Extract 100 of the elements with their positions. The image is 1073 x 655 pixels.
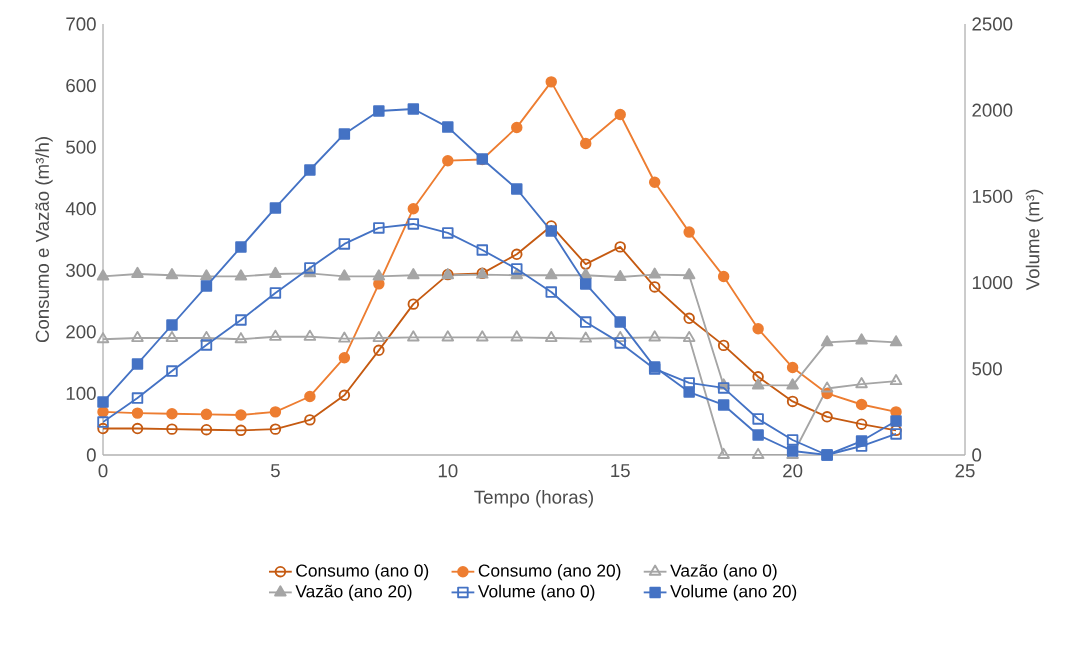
point (304, 414, 316, 426)
point (407, 103, 420, 115)
point (579, 137, 592, 150)
point (373, 222, 385, 234)
legend-label: Vazão (ano 20) (295, 584, 412, 601)
point (820, 335, 834, 347)
point (511, 263, 523, 275)
point (407, 218, 420, 230)
y-axis-title: Consumo e Vazão (m³/h) (35, 137, 53, 343)
point (752, 371, 764, 383)
point (752, 413, 764, 425)
y-tick-label: 200 (66, 325, 96, 339)
point (752, 323, 764, 335)
point (614, 337, 626, 349)
y2-tick-label: 1500 (972, 189, 1013, 203)
point (510, 330, 524, 342)
x-tick-label: 25 (955, 464, 975, 478)
point (338, 238, 351, 250)
point (476, 330, 489, 342)
point (545, 286, 557, 298)
point (683, 386, 695, 398)
point (131, 407, 144, 419)
point (786, 395, 799, 408)
point (407, 298, 420, 310)
y-tick-label: 600 (66, 78, 96, 93)
point (373, 344, 385, 357)
point (717, 270, 730, 283)
point (511, 248, 523, 261)
point (166, 365, 178, 377)
point (751, 447, 765, 459)
point (579, 258, 592, 270)
point (855, 398, 868, 411)
point (269, 266, 282, 278)
point (613, 269, 627, 282)
point (821, 411, 833, 423)
point (855, 418, 868, 430)
point (372, 269, 386, 281)
legend-label: Volume (ano 20) (670, 584, 797, 601)
y2-tick-label: 500 (972, 362, 1002, 376)
point (442, 227, 454, 239)
point (96, 269, 110, 281)
point (717, 339, 730, 352)
point (269, 329, 282, 341)
point (235, 314, 247, 326)
legend-label: Consumo (ano 20) (478, 564, 621, 581)
point (269, 423, 282, 435)
point (545, 76, 557, 88)
point (200, 280, 213, 292)
point (579, 331, 592, 343)
point (166, 407, 178, 420)
point (545, 330, 558, 343)
point (545, 225, 557, 237)
point (786, 434, 799, 446)
point (131, 422, 144, 435)
point (683, 226, 695, 238)
y2-tick-label: 2500 (972, 17, 1013, 31)
point (131, 330, 144, 343)
point (338, 128, 351, 140)
point (235, 409, 247, 421)
point (786, 378, 799, 390)
point (269, 287, 282, 299)
point (890, 415, 902, 427)
point (648, 330, 661, 342)
point (683, 312, 695, 325)
point (889, 335, 903, 347)
point (613, 330, 627, 343)
point (648, 267, 661, 279)
point (579, 278, 592, 290)
point (269, 202, 282, 214)
point (338, 389, 351, 401)
point (235, 424, 247, 437)
point (407, 268, 420, 280)
point (579, 316, 592, 328)
point (476, 244, 489, 256)
point (269, 406, 282, 418)
point (648, 281, 661, 293)
y-tick-label: 300 (66, 263, 96, 277)
point (786, 361, 799, 374)
legend-label: Volume (ano 0) (477, 584, 595, 601)
point (442, 121, 454, 133)
point (855, 377, 868, 389)
y2-axis-title: Volume (m³) (1025, 189, 1044, 291)
point (511, 121, 523, 134)
point (338, 351, 351, 364)
x-tick-label: 15 (611, 464, 630, 478)
point (200, 269, 213, 281)
point (96, 332, 110, 344)
point (717, 382, 730, 394)
point (200, 408, 213, 421)
point (889, 374, 903, 386)
y-tick-label: 700 (66, 17, 96, 31)
point (166, 319, 178, 331)
point (131, 358, 144, 370)
x-tick-label: 20 (783, 464, 803, 478)
point (200, 339, 213, 351)
point (235, 241, 247, 253)
point (303, 329, 317, 341)
point (97, 416, 109, 428)
point (304, 164, 316, 176)
x-tick-label: 5 (270, 464, 280, 478)
